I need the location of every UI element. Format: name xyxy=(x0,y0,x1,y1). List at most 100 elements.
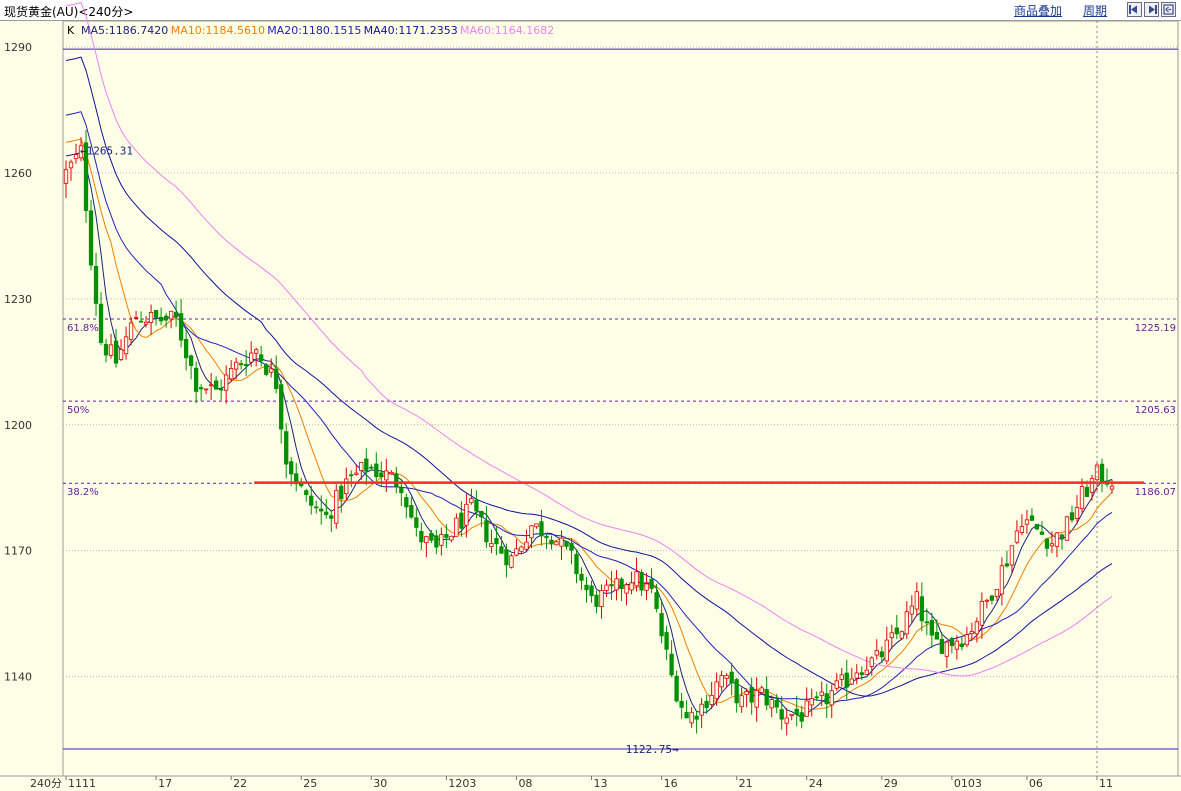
candle-body xyxy=(809,698,814,706)
candle-body xyxy=(319,508,324,512)
candle-body xyxy=(414,517,419,528)
candle-body xyxy=(644,583,649,591)
candle-body xyxy=(464,503,469,526)
candle-body xyxy=(724,675,729,679)
grid-layer xyxy=(62,20,1179,777)
zoom-out-icon[interactable] xyxy=(1144,2,1159,17)
candle-body xyxy=(1089,478,1095,493)
candle-body xyxy=(379,472,384,478)
chart-title: 现货黄金(AU)<240分> xyxy=(4,5,134,19)
candle-body xyxy=(999,565,1005,595)
candle-body xyxy=(484,520,489,543)
candle-body xyxy=(474,499,479,512)
candle-body xyxy=(244,363,249,367)
candle-body xyxy=(1109,485,1115,490)
period-button[interactable]: 周期 xyxy=(1083,4,1108,18)
candle-body xyxy=(499,546,504,554)
candle-body xyxy=(539,521,544,537)
candle-body xyxy=(163,315,169,321)
candle-body xyxy=(449,535,454,541)
horizontal-lines-layer: 61.8% 1225.19 50% 1205.63 38.2% 1186.07 xyxy=(63,48,1178,750)
fib-level-label: 38.2% xyxy=(67,487,99,498)
candle-body xyxy=(869,657,874,667)
candle-body xyxy=(168,310,174,320)
candle-body xyxy=(173,311,179,318)
axis-layer: 1290 1260 1230 1200 1170 1140 240分 1111 17 22 25 30… xyxy=(0,41,1181,790)
candle-body xyxy=(849,678,854,685)
candle-body xyxy=(489,543,494,547)
candle-body xyxy=(289,461,294,475)
fib-price-label: 1205.63 xyxy=(1135,405,1176,416)
candle-body xyxy=(714,681,719,700)
candle-body xyxy=(864,669,869,675)
candle-body xyxy=(178,313,184,341)
candle-body xyxy=(719,675,724,688)
zoom-in-icon[interactable] xyxy=(1127,2,1142,17)
candle-body xyxy=(874,650,879,656)
candle-body xyxy=(529,525,534,539)
candle-body xyxy=(98,303,104,343)
candle-body xyxy=(264,364,269,375)
candle-body xyxy=(334,489,339,524)
candle-body xyxy=(404,497,409,508)
candle-body xyxy=(1074,507,1080,519)
candle-body xyxy=(354,472,359,475)
candle-body xyxy=(123,336,129,355)
candle-body xyxy=(824,693,829,705)
candle-body xyxy=(389,471,394,475)
candle-body xyxy=(729,671,734,684)
candle-body xyxy=(143,321,149,325)
candle-body xyxy=(364,458,369,472)
candle-body xyxy=(734,679,739,704)
candle-body xyxy=(979,600,985,626)
candle-body xyxy=(218,388,224,391)
candles-layer xyxy=(63,129,1115,736)
candle-body xyxy=(434,535,439,548)
candle-body xyxy=(784,717,789,724)
high-price-annotation: ←1265.31 xyxy=(80,145,133,158)
candle-body xyxy=(1099,463,1105,484)
candle-body xyxy=(834,680,839,689)
candle-body xyxy=(183,339,189,359)
candle-body xyxy=(594,594,599,607)
indicator-legend: K MA5:1186.7420 MA10:1184.5610 MA20:1180.15… xyxy=(67,24,554,37)
candle-body xyxy=(559,537,564,547)
ma-line-ma20 xyxy=(65,111,1113,704)
candle-body xyxy=(579,573,584,581)
x-tick-label: 1203 xyxy=(448,777,476,790)
candle-body xyxy=(964,634,970,646)
candle-body xyxy=(224,374,229,391)
candle-body xyxy=(674,675,679,702)
candle-body xyxy=(894,627,899,635)
fullscreen-icon[interactable] xyxy=(1161,2,1176,17)
x-axis-period-label: 240分 xyxy=(30,777,62,790)
candle-body xyxy=(989,595,995,601)
candle-body xyxy=(399,487,404,494)
x-tick-label: 16 xyxy=(664,777,678,790)
candle-body xyxy=(659,613,664,637)
candle-body xyxy=(904,611,909,635)
candle-body xyxy=(374,463,379,478)
candle-body xyxy=(1039,531,1045,535)
candle-body xyxy=(1029,515,1035,521)
candle-body xyxy=(884,639,889,662)
low-price-annotation: 1122.75→ xyxy=(626,743,679,756)
commodity-overlay-button[interactable]: 商品叠加 xyxy=(1014,4,1063,18)
candle-body xyxy=(188,355,194,366)
candle-body xyxy=(494,537,499,545)
candle-body xyxy=(829,690,834,706)
candle-body xyxy=(108,344,114,356)
candle-body xyxy=(454,517,459,537)
candle-body xyxy=(609,584,614,587)
candle-body xyxy=(639,572,644,591)
candle-body xyxy=(599,590,604,608)
candle-body xyxy=(88,210,94,266)
candle-body xyxy=(514,548,519,556)
y-tick-label: 1200 xyxy=(4,419,32,432)
candle-body xyxy=(649,578,654,589)
candle-body xyxy=(549,539,554,545)
candle-body xyxy=(814,696,819,699)
x-tick-label: 13 xyxy=(594,777,608,790)
candle-body xyxy=(203,388,209,391)
